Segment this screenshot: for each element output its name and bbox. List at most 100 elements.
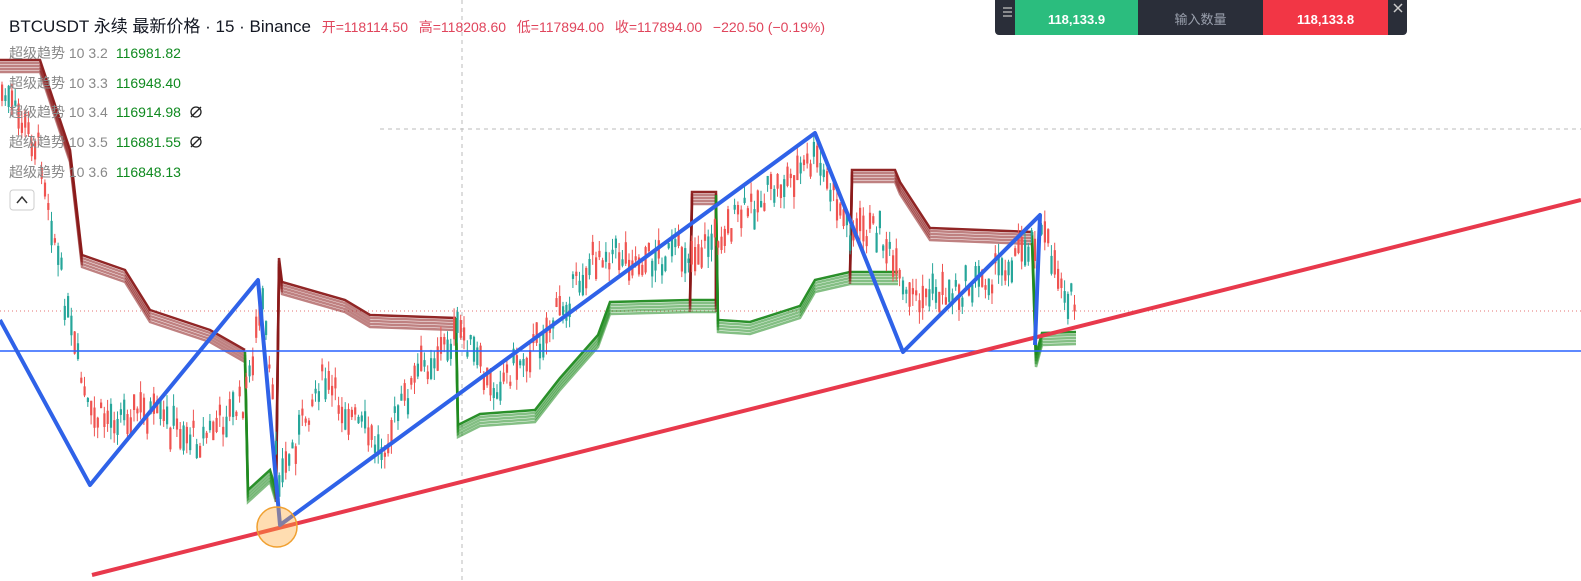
candle-body [1007, 261, 1010, 276]
candle-body [816, 145, 819, 168]
candle-body [905, 289, 908, 294]
candle-body [964, 265, 967, 282]
indicator-name: 超级趋势 10 3.2 [9, 45, 108, 61]
candle-body [129, 417, 132, 436]
candle-body [667, 243, 670, 249]
candle-body [697, 244, 700, 265]
candle-body [354, 407, 357, 415]
candle-body [241, 412, 245, 419]
candle-body [746, 208, 749, 217]
candle-body [10, 90, 14, 110]
candle-body [37, 132, 40, 138]
candle-body [232, 392, 235, 418]
candle-body [760, 201, 763, 208]
indicator-row: 超级趋势 10 3.6 116848.13 [9, 162, 181, 182]
candle-body [1043, 221, 1046, 243]
candle-body [212, 421, 215, 441]
candle-body [1073, 304, 1076, 312]
candle-body [562, 306, 565, 315]
candle-body [766, 175, 769, 185]
candle-body [34, 141, 37, 160]
trend-line [91, 198, 1581, 577]
candle-body [776, 173, 779, 189]
candle-body [637, 257, 641, 275]
candle-body [684, 248, 687, 274]
candle-body [1060, 278, 1063, 288]
candle-body [492, 388, 495, 399]
indicator-name: 超级趋势 10 3.4 [9, 104, 108, 121]
candle-body [274, 440, 278, 455]
hidden-icon[interactable] [189, 135, 203, 149]
candle-body [931, 273, 934, 294]
candle-body [1047, 229, 1050, 244]
candle-body [713, 219, 716, 238]
candle-body [670, 235, 674, 257]
candle-body [951, 293, 954, 305]
supertrend-line [1030, 243, 1077, 368]
candle-body [826, 171, 829, 189]
candle-body [261, 288, 264, 310]
candle-body [199, 445, 202, 458]
candle-body [443, 336, 446, 345]
candle-body [855, 218, 858, 234]
candle-body [984, 285, 987, 290]
candle-body [835, 199, 839, 221]
candle-body [624, 242, 627, 264]
candle-body [182, 425, 185, 451]
candle-body [119, 409, 122, 415]
candle-body [908, 282, 911, 307]
candle-body [819, 162, 822, 176]
collapse-icon [16, 195, 28, 204]
candle-body [463, 327, 466, 341]
candle-body [360, 415, 363, 422]
candle-body [136, 408, 139, 414]
candle-body [218, 404, 221, 416]
candle-body [146, 417, 149, 434]
candle-body [482, 374, 485, 390]
candle-body [350, 409, 353, 418]
candle-body [73, 331, 76, 354]
highlight-circle [256, 506, 298, 548]
candle-body [291, 442, 294, 449]
candle-body [7, 85, 10, 108]
ohlc-change: −220.50 (−0.19%) [712, 19, 826, 35]
candle-body [489, 370, 492, 396]
candle-body [694, 247, 697, 272]
candle-body [505, 364, 509, 373]
quantity-input[interactable]: 输入数量 [1174, 12, 1227, 27]
candle-body [433, 358, 436, 369]
candle-body [944, 297, 947, 305]
candle-body [832, 182, 835, 191]
candle-body [644, 247, 647, 273]
ohlc-close: 收=117894.00 [614, 19, 703, 35]
sell-button[interactable]: 118,133.9 [1015, 0, 1138, 35]
candle-body [802, 159, 806, 166]
buy-button[interactable]: 118,133.8 [1263, 0, 1388, 35]
candle-body [265, 321, 268, 336]
candle-body [1033, 238, 1037, 261]
candle-body [604, 251, 608, 262]
candle-body [387, 443, 390, 454]
hidden-icon[interactable] [189, 105, 203, 119]
candle-body [27, 122, 30, 135]
candle-body [142, 397, 146, 420]
collapse-button[interactable] [9, 189, 35, 211]
candle-body [1030, 230, 1033, 236]
candle-body [67, 296, 70, 318]
supertrend-line [848, 171, 1033, 276]
close-icon[interactable] [1389, 0, 1407, 18]
menu-icon[interactable] [997, 0, 1017, 35]
candle-body [70, 315, 73, 336]
candle-body [90, 400, 93, 416]
candle-body [555, 298, 558, 307]
ohlc-high: 高=118208.60 [418, 19, 507, 35]
candle-body [522, 359, 525, 366]
candle-body [192, 420, 195, 428]
candle-body [1017, 234, 1020, 254]
supertrend-line [0, 70, 246, 364]
candle-body [892, 255, 895, 277]
candle-body [812, 141, 815, 157]
candle-body [390, 420, 393, 445]
candle-body [301, 408, 304, 416]
candle-body [799, 162, 802, 174]
